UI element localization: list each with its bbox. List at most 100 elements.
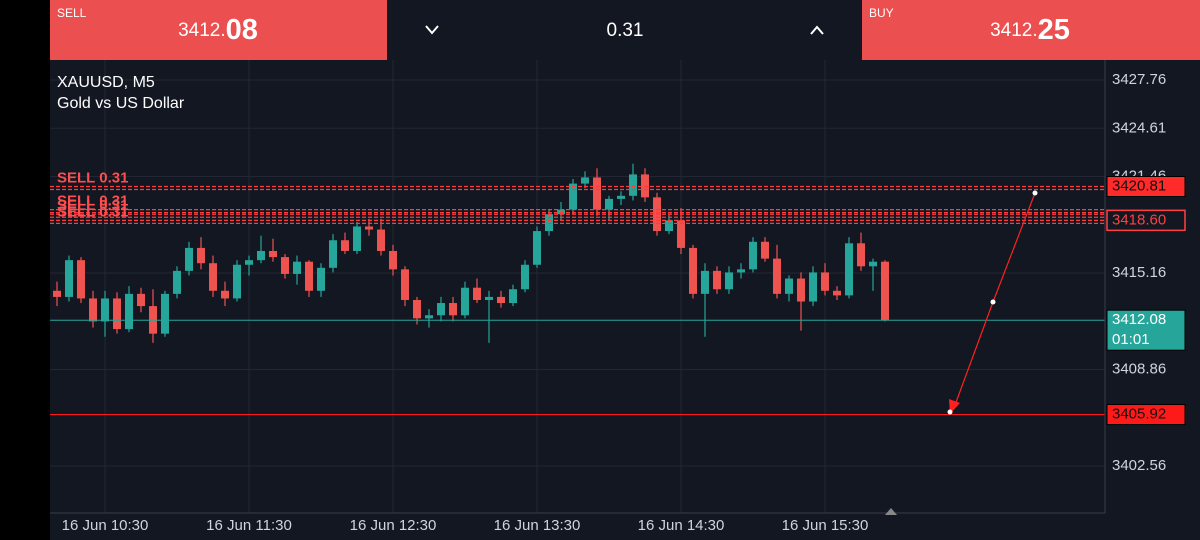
candle-body [545, 214, 553, 232]
candle-body [401, 269, 409, 300]
buy-panel[interactable]: BUY 3412.25 [862, 0, 1200, 60]
buy-price: 3412.25 [990, 14, 1070, 46]
candle-body [353, 226, 361, 251]
order-label: SELL 0.31 [57, 197, 128, 214]
candle-body [689, 247, 697, 294]
sell-panel[interactable]: SELL 3412.08 [50, 0, 387, 60]
candle-body [281, 257, 289, 274]
sell-price-main: 3412. [178, 20, 226, 41]
candle-body [725, 272, 733, 290]
candle-body [173, 270, 181, 294]
increase-volume[interactable] [810, 25, 824, 35]
candle-body [377, 229, 385, 251]
candle-body [185, 247, 193, 271]
candle-body [305, 261, 313, 291]
symbol: XAUUSD, M5 [57, 74, 155, 91]
y-tick-label: 3427.76 [1112, 71, 1166, 88]
volume-value[interactable]: 0.31 [607, 20, 644, 41]
candle-body [869, 261, 877, 267]
candle-body [65, 260, 73, 297]
candle-body [845, 243, 853, 296]
scroll-marker[interactable] [885, 508, 897, 515]
candle-body [413, 299, 421, 319]
candle-body [329, 240, 337, 268]
candle-body [293, 261, 301, 274]
candle-body [701, 270, 709, 294]
candle-body [857, 243, 865, 267]
countdown: 01:01 [1112, 331, 1150, 348]
candle-body [473, 287, 481, 300]
candle-body [53, 290, 61, 297]
price-label-box [1106, 209, 1186, 232]
order-label: SELL 0.31 [57, 169, 128, 186]
sell-label: SELL [57, 6, 87, 20]
candle-body [593, 177, 601, 210]
candle-body [833, 290, 841, 296]
price-label: 3418.60 [1112, 211, 1166, 228]
candle-body [713, 270, 721, 290]
candle-body [245, 260, 253, 265]
price-label: 3420.81 [1112, 177, 1166, 194]
chart-background [50, 60, 1200, 540]
price-label: 3412.08 [1112, 311, 1166, 328]
candle-body [437, 303, 445, 316]
candle-body [485, 296, 493, 300]
x-tick-label: 16 Jun 11:30 [206, 517, 292, 534]
candle-body [617, 195, 625, 199]
candle-body [113, 298, 121, 330]
order-label: SELL 0.31 [57, 203, 128, 220]
price-label-box [1106, 404, 1186, 426]
candle-body [749, 241, 757, 270]
trend-drawing [947, 190, 1038, 415]
candle-body [365, 226, 373, 230]
candle-body [161, 293, 169, 334]
candle-body [461, 287, 469, 316]
candle-body [521, 264, 529, 290]
candle-body [809, 272, 817, 302]
buy-price-pips: 25 [1038, 14, 1070, 46]
volume-panel [387, 0, 862, 60]
grid [50, 60, 1105, 513]
sell-price-pips: 08 [226, 14, 258, 46]
handle [947, 409, 953, 415]
candle-body [605, 198, 613, 210]
x-tick-label: 16 Jun 15:30 [782, 517, 869, 534]
candle-body [881, 261, 889, 321]
sell-button[interactable] [50, 0, 387, 60]
candle-body [197, 247, 205, 264]
candle-body [125, 293, 133, 330]
y-tick-label: 3402.56 [1112, 457, 1166, 474]
candle-body [137, 293, 145, 307]
y-tick-label: 3415.16 [1112, 264, 1166, 281]
candle-body [449, 303, 457, 316]
candle-body [509, 289, 517, 304]
x-tick-label: 16 Jun 13:30 [494, 517, 581, 534]
candle-body [497, 296, 505, 304]
price-label-box [1106, 175, 1186, 197]
axes: 3427.763424.613421.463415.163408.863402.… [62, 71, 1186, 534]
candle-body [797, 278, 805, 302]
candle-body [89, 298, 97, 322]
candle-body [317, 267, 325, 291]
buy-button[interactable] [862, 0, 1200, 60]
x-tick-label: 16 Jun 10:30 [62, 517, 149, 534]
candle-body [785, 278, 793, 294]
decrease-volume[interactable] [425, 25, 439, 35]
handle [990, 299, 996, 305]
candle-body [665, 220, 673, 232]
price-label-box [1106, 309, 1186, 351]
candle-body [761, 241, 769, 259]
candle-body [257, 250, 265, 261]
candle-body [77, 260, 85, 299]
candle-body [341, 240, 349, 251]
candle-body [737, 269, 745, 273]
candle-body [269, 250, 277, 258]
candle-body [569, 183, 577, 210]
candle-body [221, 290, 229, 299]
x-tick-label: 16 Jun 14:30 [638, 517, 725, 534]
candle-body [425, 315, 433, 319]
candle-body [557, 209, 565, 215]
sell-price: 3412.08 [178, 14, 258, 46]
